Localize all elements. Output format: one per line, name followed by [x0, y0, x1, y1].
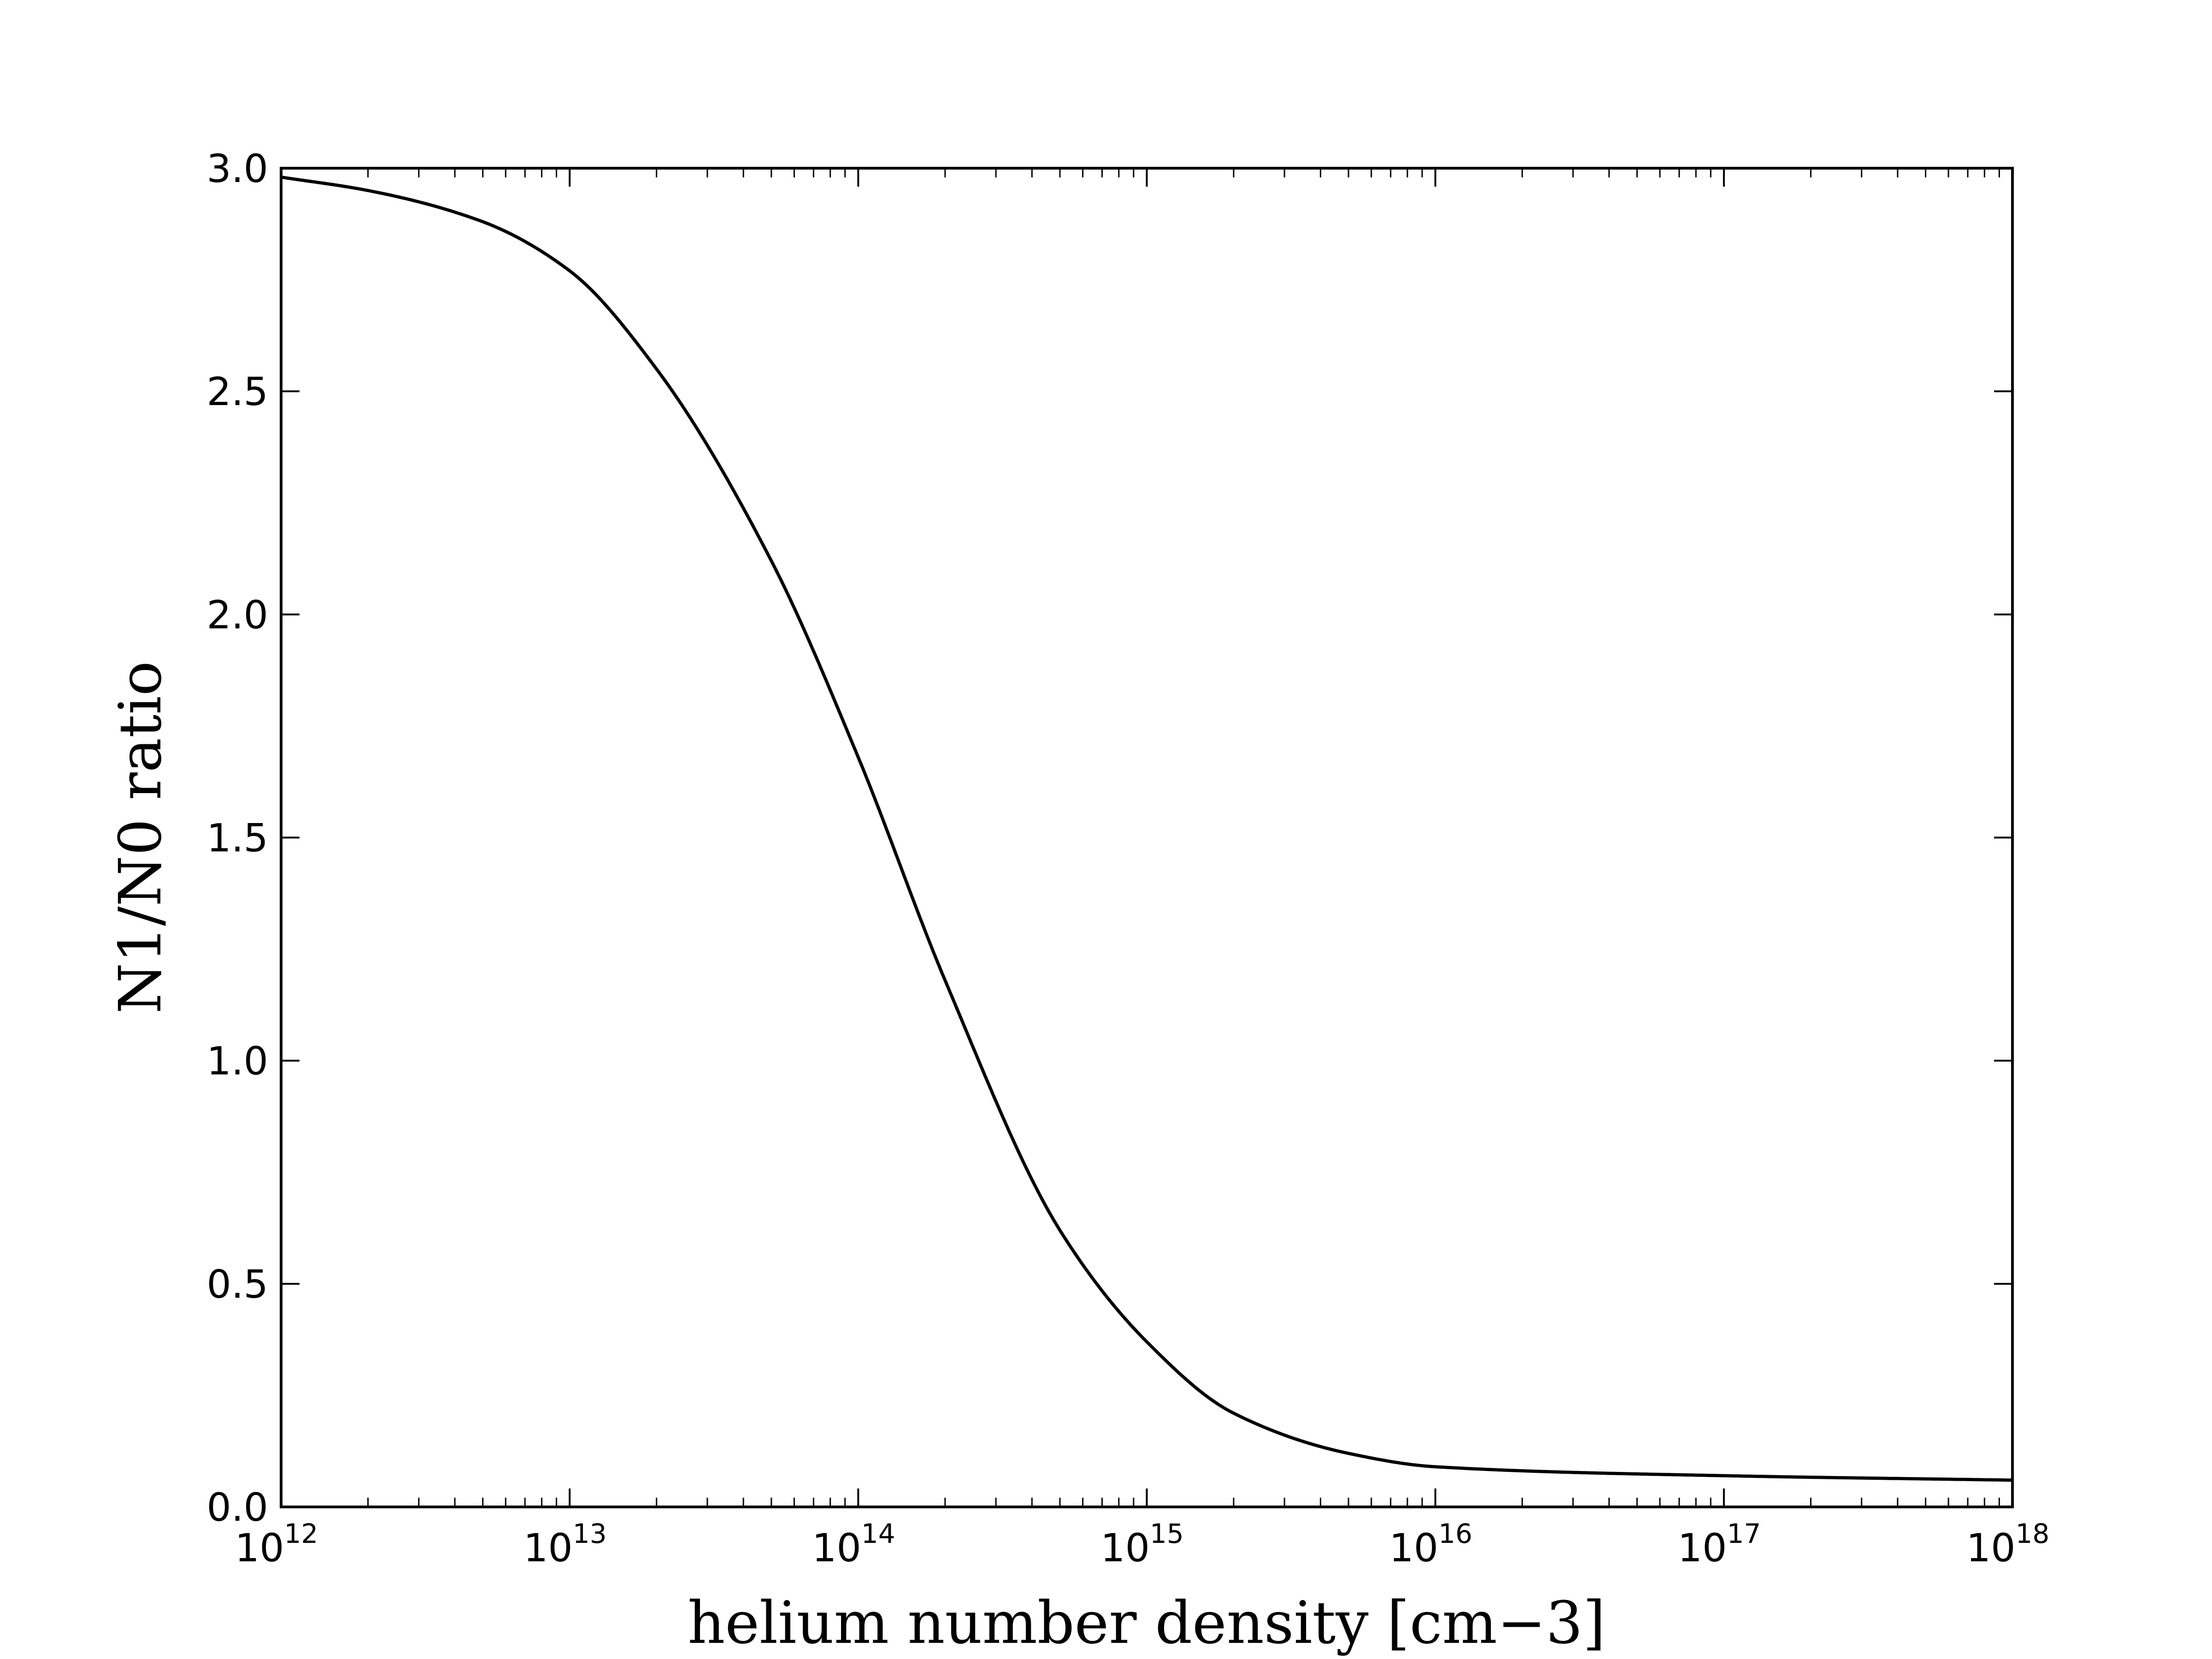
x-tick-label-exponent: 15: [1150, 1518, 1184, 1549]
x-axis-title: helium number density [cm−3]: [688, 1589, 1606, 1657]
x-tick-label-base: 10: [1100, 1525, 1150, 1571]
series-layer: [281, 175, 2013, 1482]
x-tick-label: 1017: [1677, 1518, 1761, 1571]
x-tick-label: 1014: [812, 1518, 895, 1571]
x-tick-label-base: 10: [1389, 1525, 1438, 1571]
y-tick-label: 1.5: [206, 816, 268, 861]
x-tick-label-base: 10: [235, 1525, 284, 1571]
plot-frame: [280, 167, 2014, 1508]
y-tick-label: 2.5: [206, 369, 268, 414]
x-tick-label-exponent: 12: [284, 1518, 318, 1549]
y-tick-label: 3.0: [206, 146, 268, 191]
x-tick-label-exponent: 14: [861, 1518, 895, 1549]
y-tick-label: 2.0: [206, 592, 268, 637]
x-tick-label: 1012: [235, 1518, 318, 1571]
x-tick-label: 1015: [1100, 1518, 1184, 1571]
x-tick-label: 1018: [1966, 1518, 2050, 1571]
x-tick-label-base: 10: [524, 1525, 573, 1571]
x-tick-label-exponent: 18: [2016, 1518, 2050, 1549]
y-tick-label: 0.5: [206, 1262, 268, 1307]
y-axis-title: N1/N0 ratio: [106, 661, 174, 1013]
x-tick-label: 1016: [1389, 1518, 1472, 1571]
tick-labels: 1012 1013 1014 1015 1016 1017 10180.00.51.01.5…: [206, 146, 2049, 1571]
series-line: [281, 175, 2013, 1482]
x-tick-label-exponent: 16: [1438, 1518, 1472, 1549]
x-tick-label-exponent: 17: [1727, 1518, 1761, 1549]
x-tick-label-exponent: 13: [573, 1518, 607, 1549]
x-tick-label-base: 10: [812, 1525, 861, 1571]
x-tick-label-base: 10: [1966, 1525, 2016, 1571]
y-tick-label: 0.0: [206, 1485, 268, 1530]
x-tick-label-base: 10: [1677, 1525, 1727, 1571]
y-tick-label: 1.0: [206, 1039, 268, 1084]
x-tick-label: 1013: [524, 1518, 607, 1571]
